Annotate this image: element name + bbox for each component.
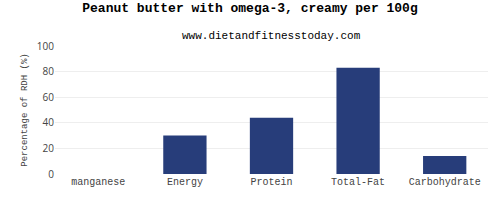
svg-text:40: 40 xyxy=(43,115,55,129)
svg-text:60: 60 xyxy=(43,90,55,104)
svg-text:Percentage of RDH (%): Percentage of RDH (%) xyxy=(20,53,30,166)
svg-text:Protein: Protein xyxy=(250,177,292,188)
svg-text:20: 20 xyxy=(43,141,55,155)
svg-text:Carbohydrate: Carbohydrate xyxy=(409,177,481,188)
svg-text:100: 100 xyxy=(37,39,54,53)
svg-text:manganese: manganese xyxy=(71,177,125,188)
svg-text:Energy: Energy xyxy=(167,177,203,188)
svg-text:0: 0 xyxy=(48,167,54,181)
svg-text:www.dietandfitnesstoday.com: www.dietandfitnesstoday.com xyxy=(182,30,361,42)
svg-text:Total-Fat: Total-Fat xyxy=(331,177,385,188)
svg-text:Peanut butter with omega-3, cr: Peanut butter with omega-3, creamy per 1… xyxy=(82,1,418,16)
svg-text:80: 80 xyxy=(43,64,55,78)
